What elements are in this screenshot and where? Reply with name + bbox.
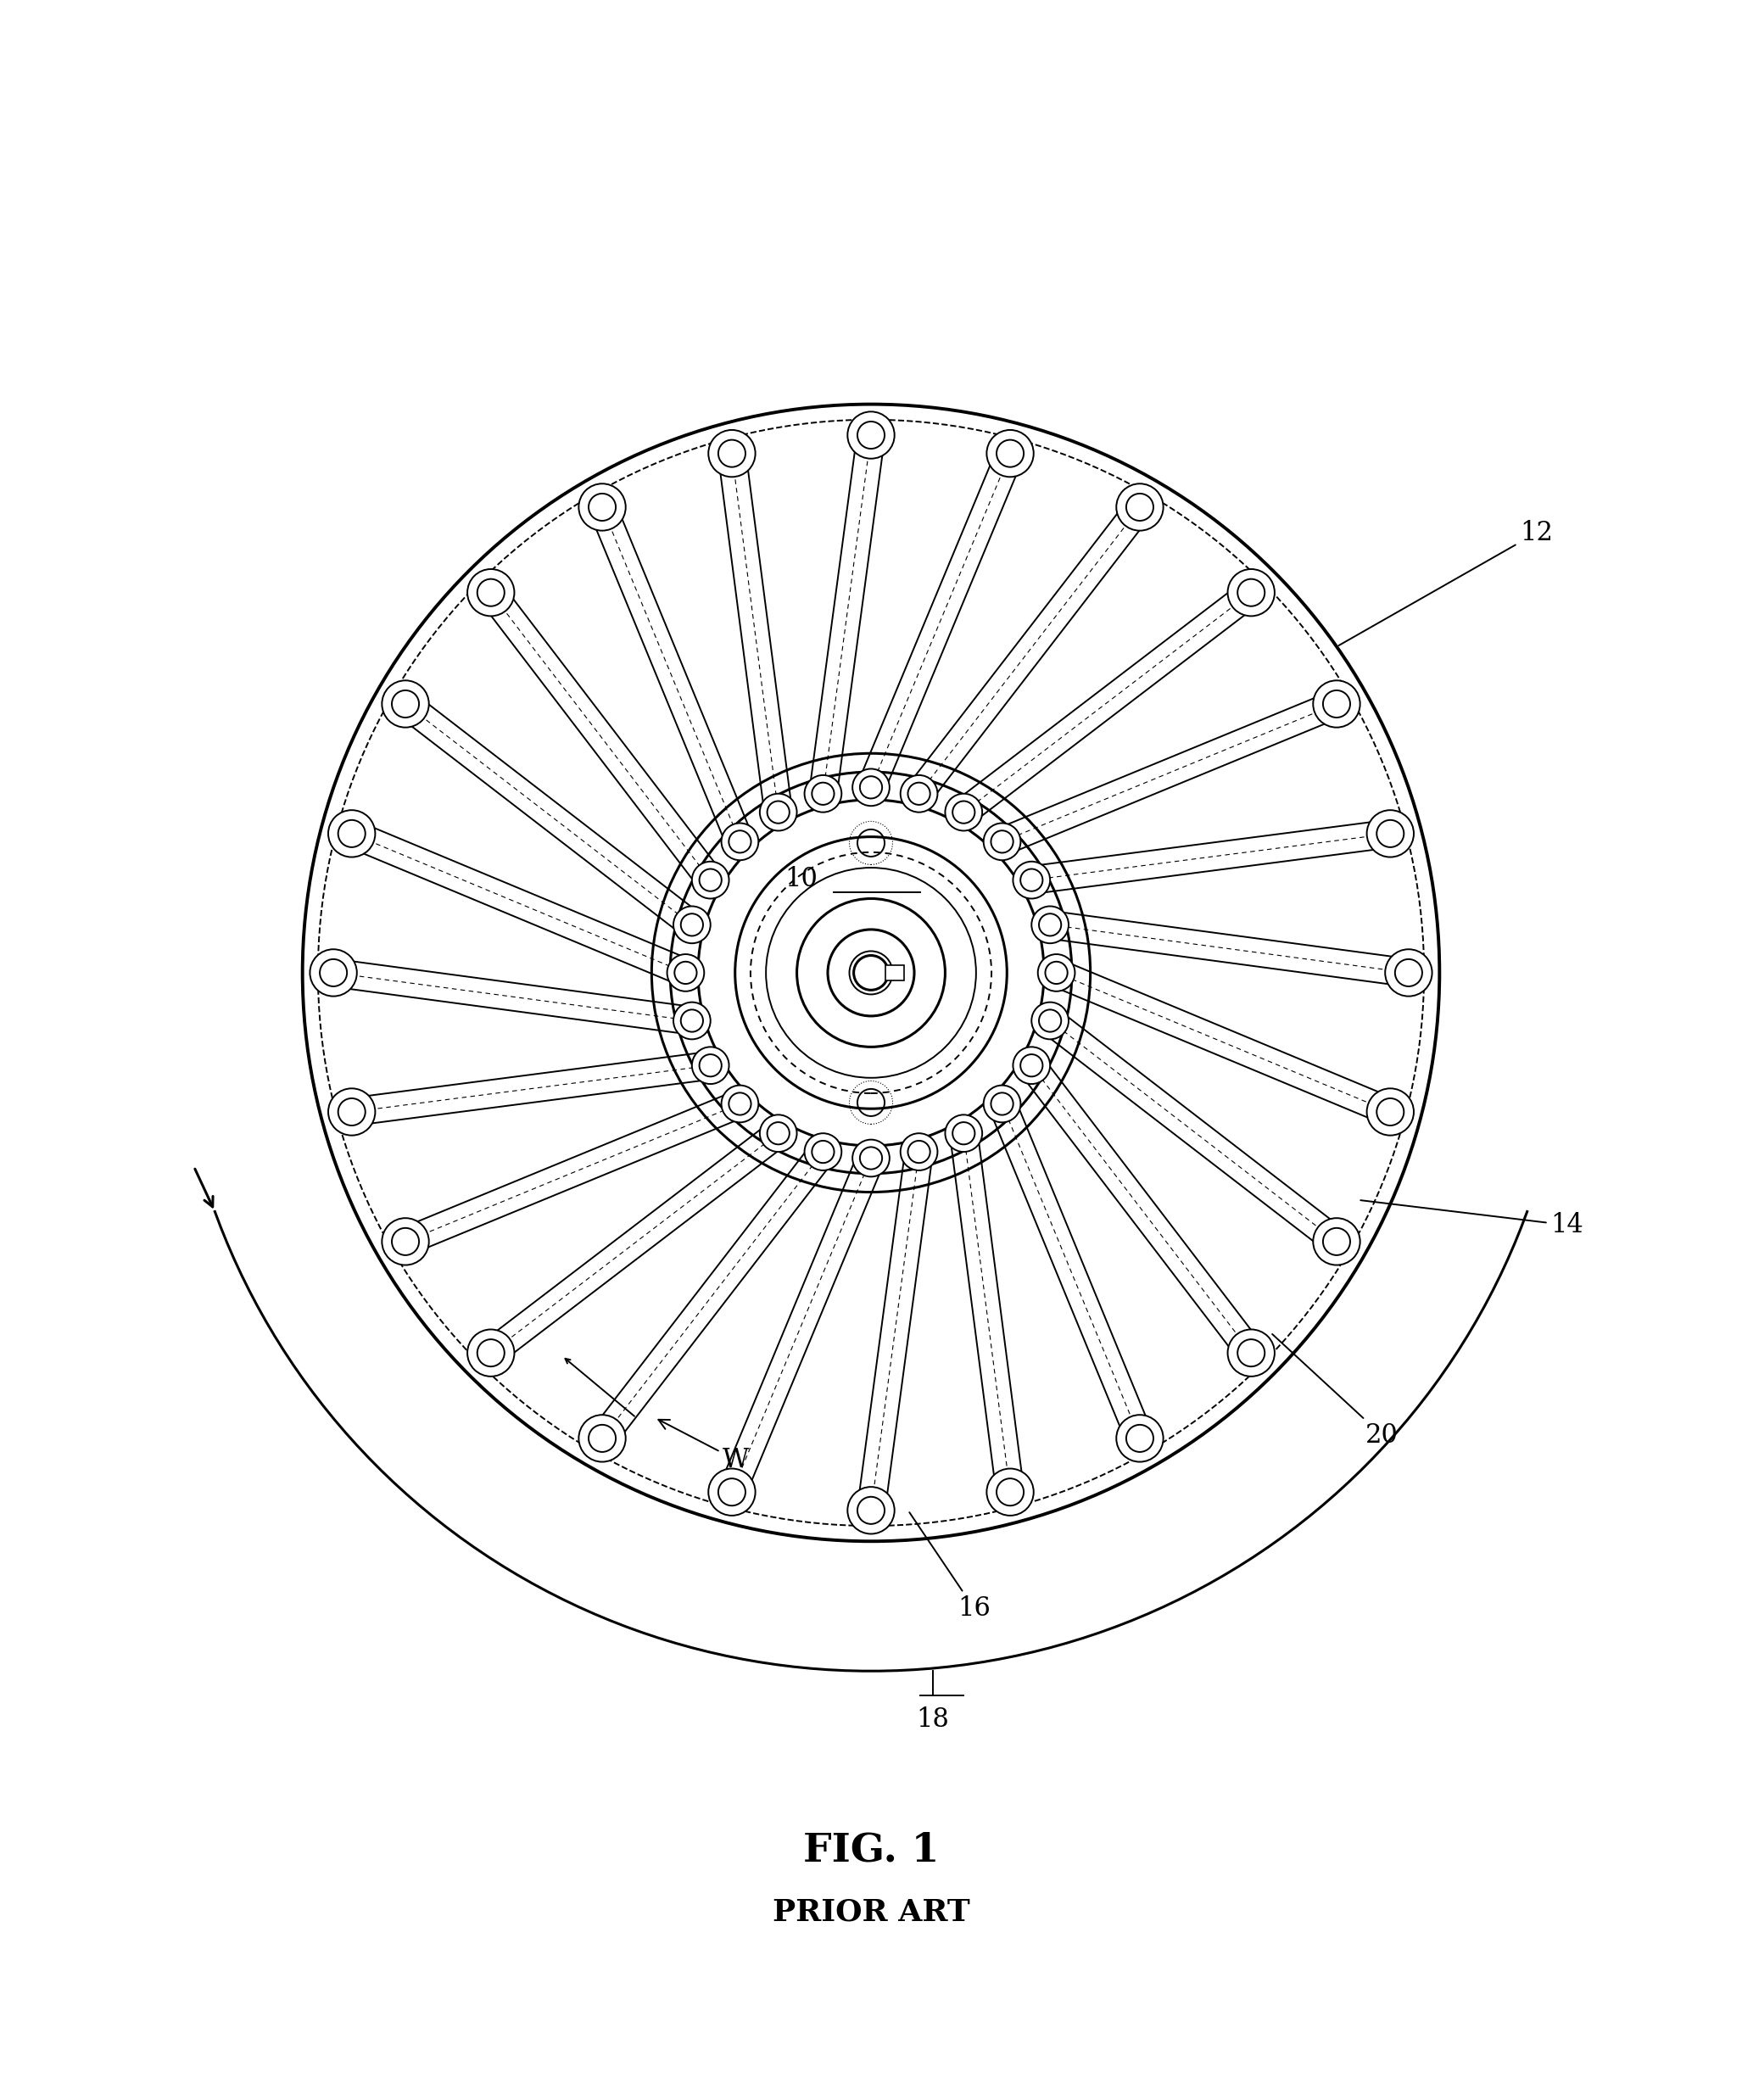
- Circle shape: [1038, 953, 1075, 991]
- Circle shape: [310, 949, 357, 995]
- Circle shape: [1031, 1002, 1068, 1040]
- Circle shape: [946, 1115, 982, 1151]
- Bar: [887, 966, 904, 981]
- Circle shape: [327, 811, 375, 857]
- Text: FIG. 1: FIG. 1: [803, 1831, 939, 1869]
- Circle shape: [674, 907, 711, 943]
- Circle shape: [578, 1415, 625, 1462]
- Circle shape: [381, 680, 429, 727]
- Circle shape: [1385, 949, 1432, 995]
- Circle shape: [984, 823, 1021, 861]
- Text: 18: 18: [916, 1707, 949, 1732]
- Circle shape: [805, 775, 841, 813]
- Circle shape: [946, 794, 982, 832]
- Circle shape: [1367, 811, 1415, 857]
- Circle shape: [1313, 680, 1361, 727]
- Circle shape: [1117, 483, 1164, 531]
- Circle shape: [986, 1468, 1033, 1516]
- Circle shape: [709, 430, 756, 477]
- Circle shape: [1228, 569, 1275, 615]
- Circle shape: [760, 794, 796, 832]
- Circle shape: [467, 569, 514, 615]
- Text: 14: 14: [1361, 1201, 1583, 1239]
- Circle shape: [578, 483, 625, 531]
- Circle shape: [1014, 861, 1050, 899]
- Circle shape: [901, 1134, 937, 1170]
- Circle shape: [1014, 1048, 1050, 1084]
- Circle shape: [1117, 1415, 1164, 1462]
- Circle shape: [709, 1468, 756, 1516]
- Circle shape: [692, 861, 728, 899]
- Text: 20: 20: [1272, 1334, 1399, 1449]
- Text: PRIOR ART: PRIOR ART: [772, 1898, 970, 1926]
- Circle shape: [674, 1002, 711, 1040]
- Text: 16: 16: [909, 1512, 991, 1621]
- Circle shape: [805, 1134, 841, 1170]
- Circle shape: [721, 1086, 758, 1121]
- Text: W: W: [658, 1420, 749, 1472]
- Circle shape: [1228, 1329, 1275, 1376]
- Circle shape: [986, 430, 1033, 477]
- Text: 12: 12: [1340, 521, 1552, 645]
- Text: 10: 10: [784, 865, 817, 892]
- Circle shape: [760, 1115, 796, 1151]
- Circle shape: [467, 1329, 514, 1376]
- Circle shape: [1031, 907, 1068, 943]
- Circle shape: [848, 412, 894, 458]
- Circle shape: [692, 1048, 728, 1084]
- Circle shape: [984, 1086, 1021, 1121]
- Circle shape: [1313, 1218, 1361, 1264]
- Circle shape: [381, 1218, 429, 1264]
- Circle shape: [721, 823, 758, 861]
- Circle shape: [854, 955, 888, 989]
- Circle shape: [848, 1487, 894, 1533]
- Circle shape: [901, 775, 937, 813]
- Circle shape: [327, 1088, 375, 1136]
- Circle shape: [852, 769, 890, 806]
- Circle shape: [852, 1140, 890, 1176]
- Circle shape: [667, 953, 704, 991]
- Circle shape: [1367, 1088, 1415, 1136]
